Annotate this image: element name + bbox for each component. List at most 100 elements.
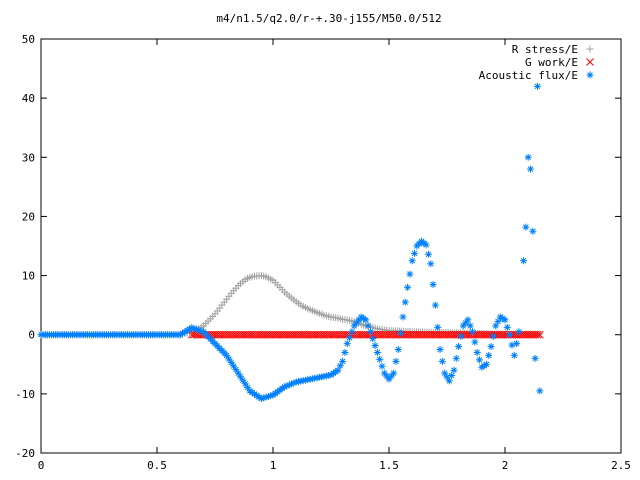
legend-marker: [586, 71, 594, 79]
data-point: [281, 383, 289, 391]
data-point: [496, 313, 504, 321]
data-point: [527, 165, 535, 173]
y-tick-label: -10: [15, 388, 35, 401]
data-point: [250, 390, 258, 398]
data-point: [357, 313, 365, 321]
data-point: [355, 316, 363, 324]
data-point: [227, 359, 235, 367]
data-point: [383, 372, 391, 380]
data-point: [459, 322, 467, 330]
data-point: [190, 324, 198, 332]
data-point: [290, 379, 298, 387]
data-point: [422, 241, 430, 249]
data-point: [406, 270, 414, 278]
data-point: [343, 340, 351, 348]
data-point: [448, 372, 456, 380]
data-point: [408, 257, 416, 265]
data-point: [225, 355, 233, 363]
series-marks: [37, 82, 544, 403]
data-point: [466, 322, 474, 330]
x-tick-label: 2.5: [611, 459, 631, 472]
data-point: [285, 381, 293, 389]
data-point: [350, 322, 358, 330]
data-point: [464, 316, 472, 324]
data-point: [450, 366, 458, 374]
data-point: [536, 387, 544, 395]
data-point: [362, 316, 370, 324]
data-point: [533, 330, 542, 339]
data-point: [499, 314, 507, 322]
data-point: [441, 369, 449, 377]
data-point: [471, 338, 479, 346]
legend-marker: [586, 45, 594, 53]
data-point: [237, 373, 245, 381]
data-point: [443, 373, 451, 381]
data-point: [255, 393, 263, 401]
data-point: [223, 351, 231, 359]
data-point: [503, 323, 511, 331]
series-0: [37, 272, 544, 339]
data-point: [192, 325, 200, 333]
data-point: [533, 82, 541, 90]
legend-label: R stress/E: [512, 43, 578, 56]
data-point: [179, 329, 187, 337]
legend-label: G work/E: [525, 56, 578, 69]
data-point: [482, 360, 490, 368]
plot-frame: [40, 38, 622, 454]
data-point: [260, 394, 268, 402]
data-point: [329, 369, 337, 377]
data-point: [359, 314, 367, 322]
data-point: [399, 313, 407, 321]
data-point: [506, 331, 514, 339]
data-point: [394, 346, 402, 353]
data-point: [283, 382, 291, 390]
data-point: [257, 395, 265, 403]
x-tick-label: 2: [502, 459, 509, 472]
y-tick-label: 40: [22, 92, 35, 105]
data-point: [524, 153, 532, 161]
data-point: [411, 249, 419, 257]
data-point: [378, 362, 386, 370]
data-point: [404, 283, 412, 291]
data-point: [387, 372, 395, 380]
data-point: [181, 328, 189, 336]
data-point: [385, 375, 393, 383]
data-point: [535, 330, 544, 339]
data-point: [197, 327, 205, 335]
data-point: [339, 357, 347, 365]
data-point: [434, 323, 442, 331]
data-point: [513, 340, 521, 348]
data-point: [429, 280, 437, 288]
data-point: [522, 223, 530, 231]
data-point: [176, 331, 184, 339]
y-tick-label: 10: [22, 270, 35, 283]
data-point: [232, 366, 240, 374]
data-point: [531, 354, 539, 362]
data-point: [364, 322, 372, 330]
data-point: [195, 326, 203, 334]
data-point: [376, 355, 384, 363]
data-point: [485, 351, 493, 359]
data-point: [341, 348, 349, 356]
data-point: [366, 328, 374, 336]
data-point: [380, 369, 388, 377]
data-point: [230, 362, 238, 370]
data-point: [529, 227, 537, 235]
data-point: [445, 377, 453, 385]
data-point: [262, 393, 270, 401]
chart-title: m4/n1.5/q2.0/r-+.30-j155/M50.0/512: [216, 12, 441, 25]
x-tick-label: 1: [270, 459, 277, 472]
data-point: [510, 351, 518, 359]
y-tick-label: 50: [22, 33, 35, 46]
data-point: [369, 335, 377, 343]
data-point: [478, 363, 486, 371]
data-point: [336, 362, 344, 370]
data-point: [480, 362, 488, 370]
data-point: [424, 250, 432, 258]
axes: 0 0.5 1 1.5 2 2.5 -20 -10 0 10 20 30 40 50: [15, 33, 631, 472]
data-point: [436, 346, 444, 353]
data-point: [475, 356, 483, 364]
data-point: [392, 357, 400, 365]
data-point: [494, 317, 502, 325]
